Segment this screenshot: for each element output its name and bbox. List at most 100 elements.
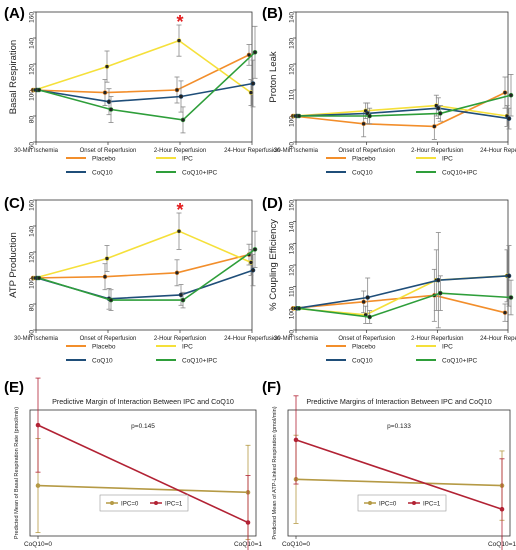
- legend: Placebo IPC CoQ10 CoQ10+IPC: [66, 156, 218, 177]
- legend-marker: [154, 501, 158, 505]
- y-axis-label: % Coupling Efficiency: [268, 219, 279, 311]
- panel-label: (F): [262, 379, 281, 396]
- data-point: [296, 306, 302, 311]
- x-tick-label: 2-Hour Reperfusion: [154, 148, 206, 154]
- legend-label: IPC: [442, 344, 453, 351]
- x-tick-label: 30-Min Ischemia: [14, 336, 59, 342]
- data-point: [506, 273, 512, 279]
- x-tick-label: 2-Hour Reperfusion: [411, 336, 463, 342]
- plot-frame: [287, 409, 511, 537]
- x-tick-label: 30-Min Ischemia: [14, 148, 59, 154]
- series-line: [298, 292, 512, 318]
- x-tick-label: 24-Hour Reperfusion: [224, 148, 280, 154]
- data-point: [245, 520, 251, 525]
- y-axis-label: Basal Respiration: [8, 40, 19, 114]
- series-coq10-ipc: [296, 74, 514, 125]
- panel-label: (E): [4, 379, 24, 396]
- y-tick-label: 90: [289, 330, 296, 338]
- y-tick-label: 130: [289, 243, 296, 254]
- p-value-annotation: p=0.145: [131, 423, 155, 430]
- data-point: [252, 49, 258, 55]
- y-tick-label: 120: [29, 252, 36, 263]
- chart-panel-d: (D) 90 100 110 120 130 140 150 % Coupling Effici…: [262, 195, 516, 365]
- legend: Placebo IPC CoQ10 CoQ10+IPC: [326, 344, 478, 365]
- legend-label: CoQ10: [92, 170, 113, 177]
- legend-label: IPC: [182, 344, 193, 351]
- data-point: [176, 228, 182, 234]
- data-point: [180, 297, 186, 303]
- series-line: [32, 54, 250, 94]
- data-point: [36, 87, 42, 93]
- significance-star: *: [176, 12, 183, 32]
- y-tick-label: 120: [289, 265, 296, 276]
- plot-frame: [295, 199, 509, 331]
- data-point: [176, 38, 182, 43]
- data-point: [438, 290, 443, 296]
- series-line: [299, 94, 512, 117]
- data-point: [499, 506, 505, 512]
- legend: IPC=0 IPC=1: [99, 494, 189, 512]
- p-value-annotation: p=0.133: [387, 423, 411, 430]
- data-point: [293, 437, 299, 443]
- series-line: [36, 82, 254, 103]
- legend-label: IPC: [182, 156, 193, 163]
- legend-label: CoQ10: [352, 170, 373, 177]
- legend: Placebo IPC CoQ10 CoQ10+IPC: [326, 156, 478, 177]
- series-ipc-1: [293, 395, 505, 550]
- x-tick-label: Onset of Reperfusion: [338, 336, 395, 342]
- data-point: [508, 295, 514, 300]
- data-point: [106, 99, 112, 104]
- x-tick-label: 24-Hour Reperfusion: [480, 336, 516, 342]
- legend-label: Placebo: [92, 156, 116, 163]
- data-point: [174, 87, 180, 93]
- x-tick-label: 2-Hour Reperfusion: [154, 336, 206, 342]
- series-line: [296, 275, 510, 310]
- legend-label: Placebo: [92, 344, 116, 351]
- chart-panel-c: (C) 60 80 100 120 140 160 ATP Production 30-Min …: [4, 195, 280, 365]
- series-line: [292, 91, 506, 128]
- data-point: [248, 260, 254, 265]
- legend-label: IPC: [442, 156, 453, 163]
- series-line: [34, 230, 252, 279]
- y-tick-label: 130: [289, 38, 296, 49]
- y-tick-label: 150: [289, 200, 296, 211]
- panel-label: (D): [262, 195, 283, 212]
- chart-panel-f: (F) Predictive Margins of Interaction Bet…: [262, 379, 516, 550]
- series-ipc: [292, 249, 510, 324]
- y-tick-label: 120: [29, 64, 36, 75]
- series-line: [295, 478, 503, 487]
- series-coq10-ipc: [296, 275, 514, 324]
- y-tick-label: 100: [289, 116, 296, 127]
- data-point: [174, 270, 180, 276]
- data-point: [102, 274, 108, 280]
- x-tick-label: 24-Hour Reperfusion: [480, 148, 516, 154]
- data-point: [178, 94, 184, 99]
- series-line: [38, 51, 256, 121]
- series-ipc: [32, 24, 254, 106]
- data-point: [367, 314, 372, 320]
- legend: IPC=0 IPC=1: [357, 494, 447, 512]
- series-ipc-0: [35, 438, 251, 540]
- significance-star: *: [176, 200, 183, 220]
- chart-title: Predictive Margin of Interaction Between…: [52, 397, 234, 406]
- series-line: [32, 253, 250, 279]
- data-point: [248, 90, 254, 95]
- x-tick-label: Onset of Reperfusion: [80, 148, 137, 154]
- series-ipc-1: [35, 377, 251, 550]
- y-tick-label: 140: [289, 221, 296, 232]
- plot-frame: [35, 11, 253, 143]
- x-tick-label: 2-Hour Reperfusion: [411, 148, 463, 154]
- legend-label: CoQ10+IPC: [442, 358, 478, 365]
- data-point: [367, 113, 372, 119]
- data-point: [296, 113, 302, 119]
- y-tick-label: 100: [29, 278, 36, 289]
- series-coq10-ipc: [36, 25, 258, 134]
- data-point: [436, 277, 441, 283]
- data-point: [436, 105, 441, 111]
- legend-box: [357, 494, 447, 512]
- series-ipc: [32, 212, 254, 281]
- x-tick-label: Onset of Reperfusion: [338, 148, 395, 154]
- data-point: [35, 483, 41, 488]
- y-axis-label: ATP Production: [8, 232, 19, 298]
- y-tick-label: 80: [29, 116, 36, 124]
